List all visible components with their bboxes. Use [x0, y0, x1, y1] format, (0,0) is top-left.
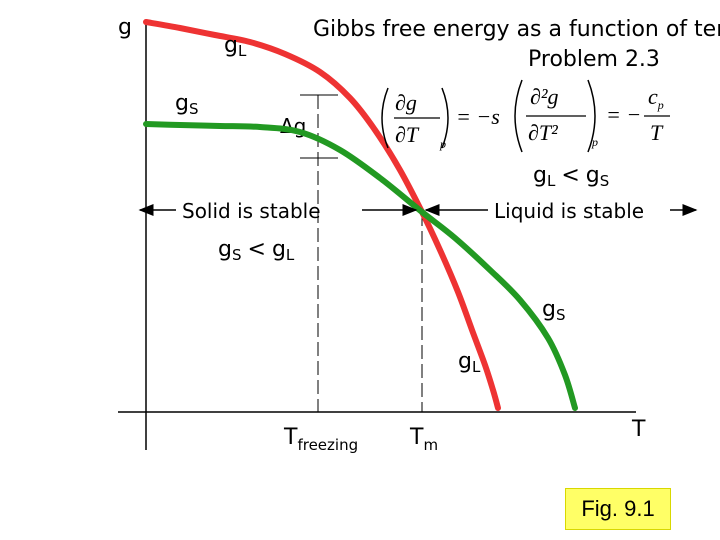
- liquid-stable-label: Liquid is stable: [494, 199, 644, 223]
- problem-label: Problem 2.3: [528, 47, 660, 72]
- equation-left-paren-2: [514, 79, 523, 153]
- equation-right-paren-1: [441, 87, 449, 149]
- x-axis-label: T: [631, 417, 646, 442]
- y-axis-label: g: [118, 15, 132, 40]
- eq2-rhs-denominator: T: [650, 120, 664, 145]
- figure-label: Fig. 9.1: [565, 488, 671, 530]
- series-line-gL: [143, 19, 501, 411]
- eq2-numerator: ∂²g: [530, 84, 558, 109]
- solid-stable-label: Solid is stable: [182, 199, 321, 223]
- gS-less-than-gL: gS < gL: [218, 237, 295, 264]
- eq1-numerator: ∂g: [395, 90, 417, 115]
- eq1-denominator: ∂T: [395, 122, 420, 147]
- eq2-subscript: p: [591, 135, 598, 149]
- eq2-rhs-sign: = −: [606, 102, 641, 127]
- chart-title: Gibbs free energy as a function of tempe…: [313, 17, 720, 42]
- eq2-rhs-numerator: cp: [648, 84, 664, 112]
- eq2-denominator: ∂T²: [528, 120, 558, 145]
- gS-left-label: gS: [175, 91, 199, 118]
- series-line-gS: [143, 121, 578, 411]
- equation-right-paren-2: [587, 79, 596, 153]
- eq1-subscript: p: [439, 137, 446, 151]
- gibbs-equation: ∂g ∂T p = −s ∂²g ∂T² p = − cp T: [381, 79, 670, 153]
- t-freezing-label: Tfreezing: [283, 425, 358, 454]
- eq1-rhs: = −s: [456, 104, 500, 129]
- gL-bottom-label: gL: [458, 349, 481, 376]
- t-melt-label: Tm: [409, 425, 438, 454]
- gS-right-label: gS: [542, 297, 566, 324]
- equation-left-paren-1: [381, 87, 389, 149]
- gL-less-than-gS: gL < gS: [533, 163, 609, 190]
- gL-top-label: gL: [224, 33, 247, 60]
